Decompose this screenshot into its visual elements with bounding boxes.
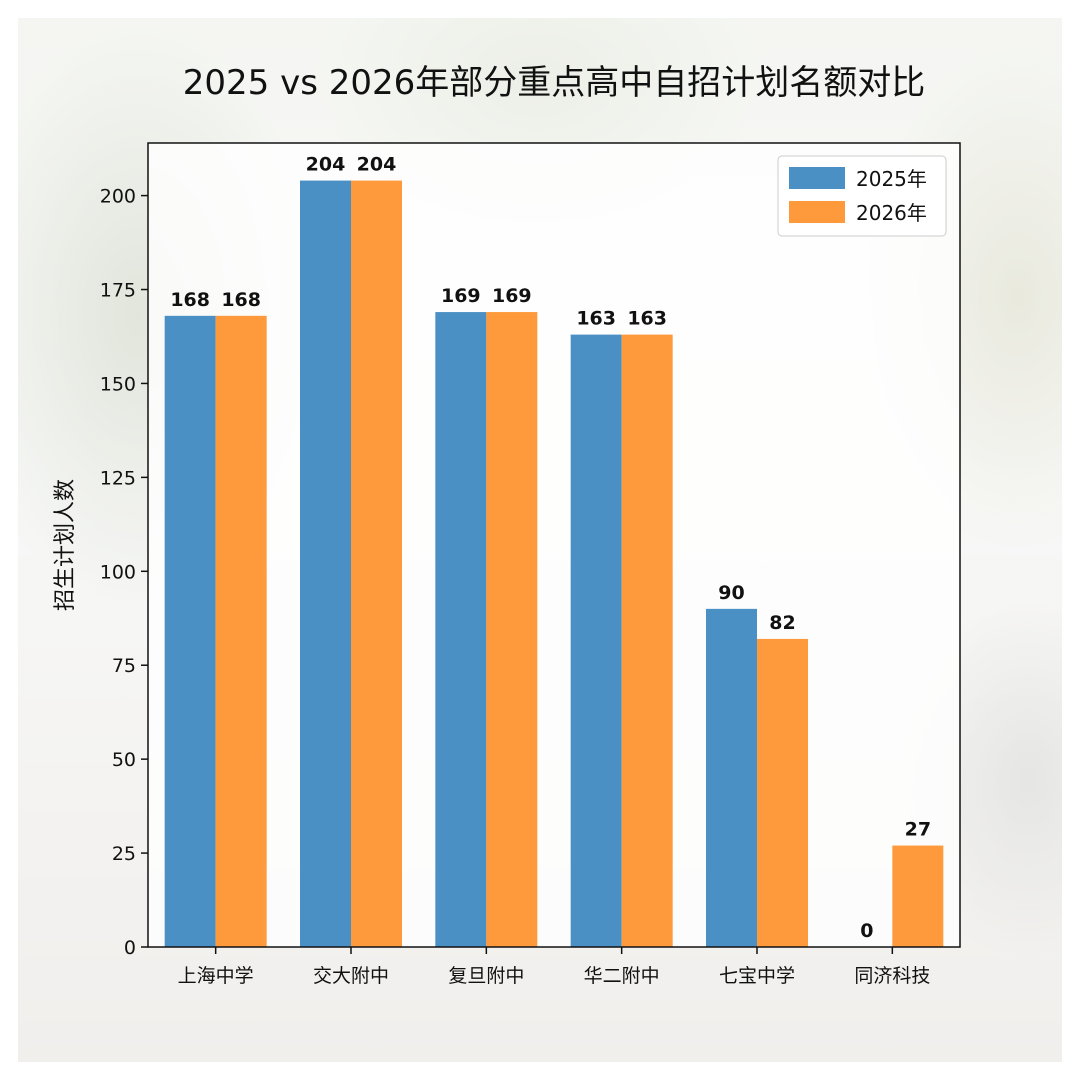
bars-layer: 168 204 169 163 90 0 168 204 169 163 82 27	[164, 154, 944, 948]
x-tick-label: 上海中学	[178, 965, 254, 987]
legend-label: 2026年	[856, 201, 927, 225]
x-tick-label: 七宝中学	[719, 965, 795, 987]
bar-series1-3	[570, 334, 622, 947]
bar-series1-4	[706, 608, 757, 947]
value-label: 27	[905, 819, 931, 841]
plot-area	[148, 143, 960, 947]
y-tick-label: 175	[100, 280, 136, 302]
bar-series1-1	[300, 180, 351, 948]
bar-series2-2	[486, 312, 538, 947]
value-label: 168	[221, 289, 261, 311]
bar-series1-2	[435, 312, 487, 947]
value-label: 204	[357, 154, 397, 176]
bar-series2-1	[351, 180, 402, 948]
legend-swatch	[789, 201, 845, 223]
bar-series2-3	[621, 334, 673, 947]
bar-series1-0	[164, 315, 216, 948]
value-label: 169	[441, 285, 481, 307]
axes-layer: 0 25 50 75 100 125 150 175 200 上海中学 交大附中 复旦附中 华二附中 七宝…	[100, 142, 961, 987]
value-label: 163	[627, 308, 667, 330]
bar-series2-0	[215, 315, 267, 948]
y-tick-label: 100	[100, 561, 136, 583]
value-label: 90	[718, 582, 744, 604]
bar-series2-5	[892, 845, 944, 947]
x-tick-label: 华二附中	[584, 965, 660, 987]
x-tick-label: 同济科技	[854, 965, 930, 987]
chart-title: 2025 vs 2026年部分重点高中自招计划名额对比	[183, 63, 926, 103]
y-tick-label: 75	[112, 655, 136, 677]
legend: 2025年 2026年	[777, 155, 947, 237]
value-label: 82	[769, 612, 795, 634]
value-label: 168	[170, 289, 210, 311]
y-tick-label: 0	[124, 937, 136, 959]
y-tick-label: 200	[100, 186, 136, 208]
value-label: 0	[860, 920, 873, 942]
value-label: 204	[306, 154, 346, 176]
axes-frame	[147, 142, 961, 948]
y-tick-label: 150	[100, 373, 136, 395]
value-label: 163	[576, 308, 616, 330]
y-tick-label: 50	[112, 749, 136, 771]
value-label: 169	[492, 285, 532, 307]
y-tick-label: 125	[100, 467, 136, 489]
legend-label: 2025年	[856, 167, 927, 191]
x-tick-label: 复旦附中	[448, 965, 524, 987]
bar-series2-4	[757, 638, 808, 947]
y-axis-label: 招生计划人数	[53, 479, 78, 611]
y-tick-label: 25	[112, 843, 136, 865]
x-tick-label: 交大附中	[313, 965, 389, 987]
legend-swatch	[789, 167, 845, 189]
